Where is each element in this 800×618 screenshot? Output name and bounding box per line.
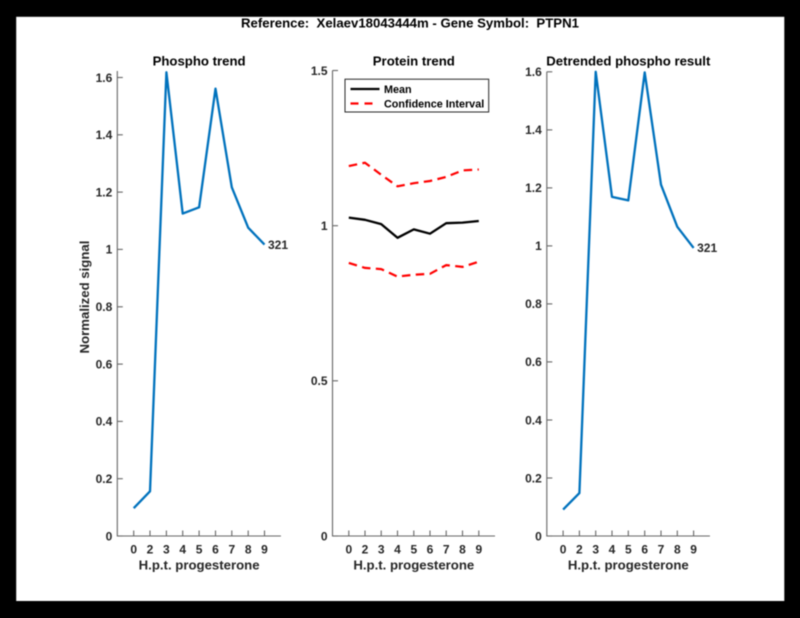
svg-text:0: 0 bbox=[106, 529, 113, 543]
svg-text:2: 2 bbox=[147, 543, 154, 557]
svg-text:1.2: 1.2 bbox=[525, 181, 542, 195]
svg-text:2: 2 bbox=[576, 543, 583, 557]
svg-text:1.4: 1.4 bbox=[96, 128, 113, 142]
svg-text:Detrended phospho result: Detrended phospho result bbox=[546, 53, 711, 68]
svg-text:6: 6 bbox=[427, 543, 434, 557]
svg-text:3: 3 bbox=[163, 543, 170, 557]
svg-text:2: 2 bbox=[362, 543, 369, 557]
svg-text:0.2: 0.2 bbox=[96, 472, 113, 486]
svg-text:8: 8 bbox=[674, 543, 681, 557]
svg-text:3: 3 bbox=[592, 543, 599, 557]
svg-text:7: 7 bbox=[228, 543, 235, 557]
svg-text:6: 6 bbox=[641, 543, 648, 557]
svg-text:0: 0 bbox=[321, 529, 328, 543]
svg-text:Mean: Mean bbox=[384, 84, 412, 96]
svg-text:1.2: 1.2 bbox=[96, 185, 113, 199]
svg-text:1.5: 1.5 bbox=[311, 64, 328, 78]
svg-text:Phospho trend: Phospho trend bbox=[153, 53, 246, 68]
svg-text:Reference: Xelaev18043444m -: Reference: Xelaev18043444m - Gene Symbol… bbox=[241, 16, 579, 31]
svg-text:3: 3 bbox=[378, 543, 385, 557]
svg-text:5: 5 bbox=[410, 543, 417, 557]
svg-text:1: 1 bbox=[535, 239, 542, 253]
svg-text:8: 8 bbox=[245, 543, 252, 557]
svg-text:0.4: 0.4 bbox=[96, 415, 113, 429]
svg-text:Protein trend: Protein trend bbox=[373, 53, 455, 68]
svg-text:9: 9 bbox=[690, 543, 697, 557]
svg-text:Confidence Interval: Confidence Interval bbox=[384, 98, 484, 110]
svg-text:Normalized signal: Normalized signal bbox=[77, 241, 92, 354]
svg-text:8: 8 bbox=[459, 543, 466, 557]
svg-text:4: 4 bbox=[179, 543, 186, 557]
svg-text:0: 0 bbox=[345, 543, 352, 557]
svg-text:0: 0 bbox=[535, 529, 542, 543]
svg-text:0.8: 0.8 bbox=[525, 297, 542, 311]
svg-text:0.8: 0.8 bbox=[96, 300, 113, 314]
svg-text:321: 321 bbox=[697, 241, 717, 255]
svg-text:0.2: 0.2 bbox=[525, 471, 542, 485]
svg-text:5: 5 bbox=[196, 543, 203, 557]
svg-text:1: 1 bbox=[321, 219, 328, 233]
svg-text:0.6: 0.6 bbox=[96, 357, 113, 371]
svg-text:1: 1 bbox=[106, 243, 113, 257]
svg-text:1.6: 1.6 bbox=[525, 65, 542, 79]
svg-text:9: 9 bbox=[261, 543, 268, 557]
svg-text:0: 0 bbox=[560, 543, 567, 557]
svg-text:4: 4 bbox=[609, 543, 616, 557]
svg-text:0.4: 0.4 bbox=[525, 413, 542, 427]
svg-text:H.p.t. progesterone: H.p.t. progesterone bbox=[568, 558, 689, 573]
svg-text:H.p.t. progesterone: H.p.t. progesterone bbox=[139, 558, 260, 573]
svg-text:6: 6 bbox=[212, 543, 219, 557]
svg-text:0.6: 0.6 bbox=[525, 355, 542, 369]
svg-text:321: 321 bbox=[268, 238, 288, 252]
svg-text:4: 4 bbox=[394, 543, 401, 557]
svg-text:1.6: 1.6 bbox=[96, 71, 113, 85]
svg-text:0.5: 0.5 bbox=[311, 374, 328, 388]
svg-text:1.4: 1.4 bbox=[525, 123, 542, 137]
svg-text:5: 5 bbox=[625, 543, 632, 557]
svg-text:7: 7 bbox=[658, 543, 665, 557]
svg-text:0: 0 bbox=[130, 543, 137, 557]
svg-text:7: 7 bbox=[443, 543, 450, 557]
svg-text:H.p.t. progesterone: H.p.t. progesterone bbox=[353, 558, 474, 573]
svg-text:9: 9 bbox=[475, 543, 482, 557]
